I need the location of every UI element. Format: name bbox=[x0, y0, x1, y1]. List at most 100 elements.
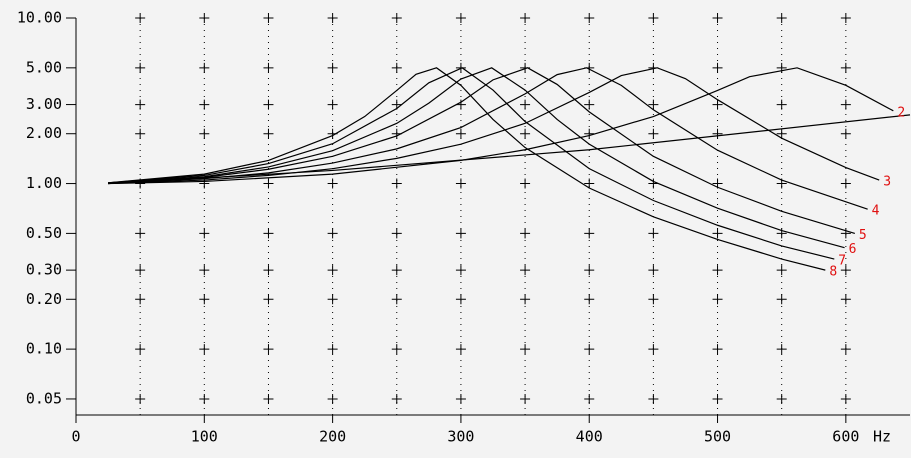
grid-cross bbox=[135, 128, 146, 139]
grid-cross bbox=[199, 294, 210, 305]
grid-cross bbox=[263, 265, 274, 276]
grid-cross bbox=[648, 128, 659, 139]
grid-cross bbox=[327, 13, 338, 23]
grid-cross bbox=[840, 265, 851, 276]
grid-cross bbox=[712, 128, 723, 139]
grid-cross bbox=[584, 294, 595, 305]
grid-cross bbox=[520, 99, 531, 110]
grid-cross bbox=[584, 265, 595, 276]
grid-cross bbox=[263, 228, 274, 239]
y-tick-label: 1.00 bbox=[26, 174, 62, 192]
grid-cross bbox=[584, 393, 595, 404]
grid-cross bbox=[520, 393, 531, 404]
grid-cross bbox=[327, 393, 338, 404]
grid-cross bbox=[648, 393, 659, 404]
grid-cross bbox=[455, 393, 466, 404]
grid-cross bbox=[199, 62, 210, 73]
series-label: 5 bbox=[859, 228, 867, 243]
grid-cross bbox=[199, 393, 210, 404]
grid-cross bbox=[584, 228, 595, 239]
grid-cross bbox=[327, 294, 338, 305]
grid-cross bbox=[520, 13, 531, 23]
grid-cross bbox=[391, 178, 402, 189]
grid-cross bbox=[584, 128, 595, 139]
grid-cross bbox=[520, 344, 531, 355]
grid-cross bbox=[391, 13, 402, 23]
grid-cross bbox=[135, 62, 146, 73]
grid-cross bbox=[776, 265, 787, 276]
grid-cross bbox=[840, 178, 851, 189]
x-tick-label: 0 bbox=[71, 428, 80, 446]
y-tick-label: 2.00 bbox=[26, 124, 62, 142]
grid-cross bbox=[584, 13, 595, 23]
y-tick-label: 5.00 bbox=[26, 58, 62, 76]
grid-cross bbox=[776, 344, 787, 355]
series-line bbox=[108, 67, 845, 249]
grid-cross bbox=[455, 128, 466, 139]
y-tick-label: 10.00 bbox=[17, 9, 62, 27]
grid-cross bbox=[391, 62, 402, 73]
grid-cross bbox=[520, 228, 531, 239]
grid-cross bbox=[520, 128, 531, 139]
grid-cross bbox=[263, 344, 274, 355]
grid-cross bbox=[263, 178, 274, 189]
grid-cross bbox=[584, 178, 595, 189]
series-label: 8 bbox=[829, 265, 837, 280]
grid-cross bbox=[263, 393, 274, 404]
y-tick-label: 0.10 bbox=[26, 340, 62, 358]
grid-cross bbox=[391, 393, 402, 404]
grid-cross bbox=[455, 294, 466, 305]
x-tick-label: 200 bbox=[319, 428, 346, 446]
y-tick-label: 0.50 bbox=[26, 224, 62, 242]
grid-cross bbox=[263, 128, 274, 139]
grid-cross bbox=[584, 344, 595, 355]
grid-cross bbox=[455, 265, 466, 276]
y-tick-label: 0.05 bbox=[26, 389, 62, 407]
grid-cross bbox=[648, 265, 659, 276]
grid-cross bbox=[391, 265, 402, 276]
series-label: 2 bbox=[897, 105, 905, 120]
grid-cross bbox=[391, 344, 402, 355]
grid-cross bbox=[199, 265, 210, 276]
grid-cross bbox=[840, 62, 851, 73]
grid-cross bbox=[520, 265, 531, 276]
grid-cross bbox=[776, 294, 787, 305]
x-tick-label: 600 bbox=[832, 428, 859, 446]
series-line bbox=[108, 67, 868, 210]
grid-cross bbox=[648, 99, 659, 110]
grid-cross bbox=[455, 13, 466, 23]
grid-cross bbox=[776, 128, 787, 139]
grid-cross bbox=[327, 178, 338, 189]
grid-cross bbox=[327, 265, 338, 276]
grid-cross bbox=[455, 344, 466, 355]
grid-cross bbox=[199, 228, 210, 239]
grid-cross bbox=[135, 99, 146, 110]
grid-cross bbox=[712, 62, 723, 73]
grid-cross bbox=[263, 13, 274, 23]
grid-cross bbox=[648, 178, 659, 189]
x-tick-label: 100 bbox=[191, 428, 218, 446]
series-line bbox=[108, 67, 880, 185]
series-line bbox=[108, 67, 826, 271]
series-label: 6 bbox=[849, 242, 857, 257]
grid-cross bbox=[712, 228, 723, 239]
grid-cross bbox=[712, 99, 723, 110]
x-tick-label: 300 bbox=[447, 428, 474, 446]
grid-cross bbox=[391, 294, 402, 305]
series-line bbox=[108, 67, 835, 260]
grid-cross bbox=[712, 294, 723, 305]
grid-cross bbox=[199, 128, 210, 139]
grid-cross bbox=[712, 344, 723, 355]
y-tick-label: 0.20 bbox=[26, 290, 62, 308]
grid-cross bbox=[712, 13, 723, 23]
grid-cross bbox=[263, 62, 274, 73]
x-tick-label: 400 bbox=[576, 428, 603, 446]
grid-cross bbox=[648, 13, 659, 23]
grid-cross bbox=[712, 265, 723, 276]
grid-cross bbox=[455, 228, 466, 239]
grid-cross bbox=[840, 294, 851, 305]
grid-cross bbox=[391, 228, 402, 239]
grid-cross bbox=[455, 178, 466, 189]
grid-cross bbox=[327, 228, 338, 239]
